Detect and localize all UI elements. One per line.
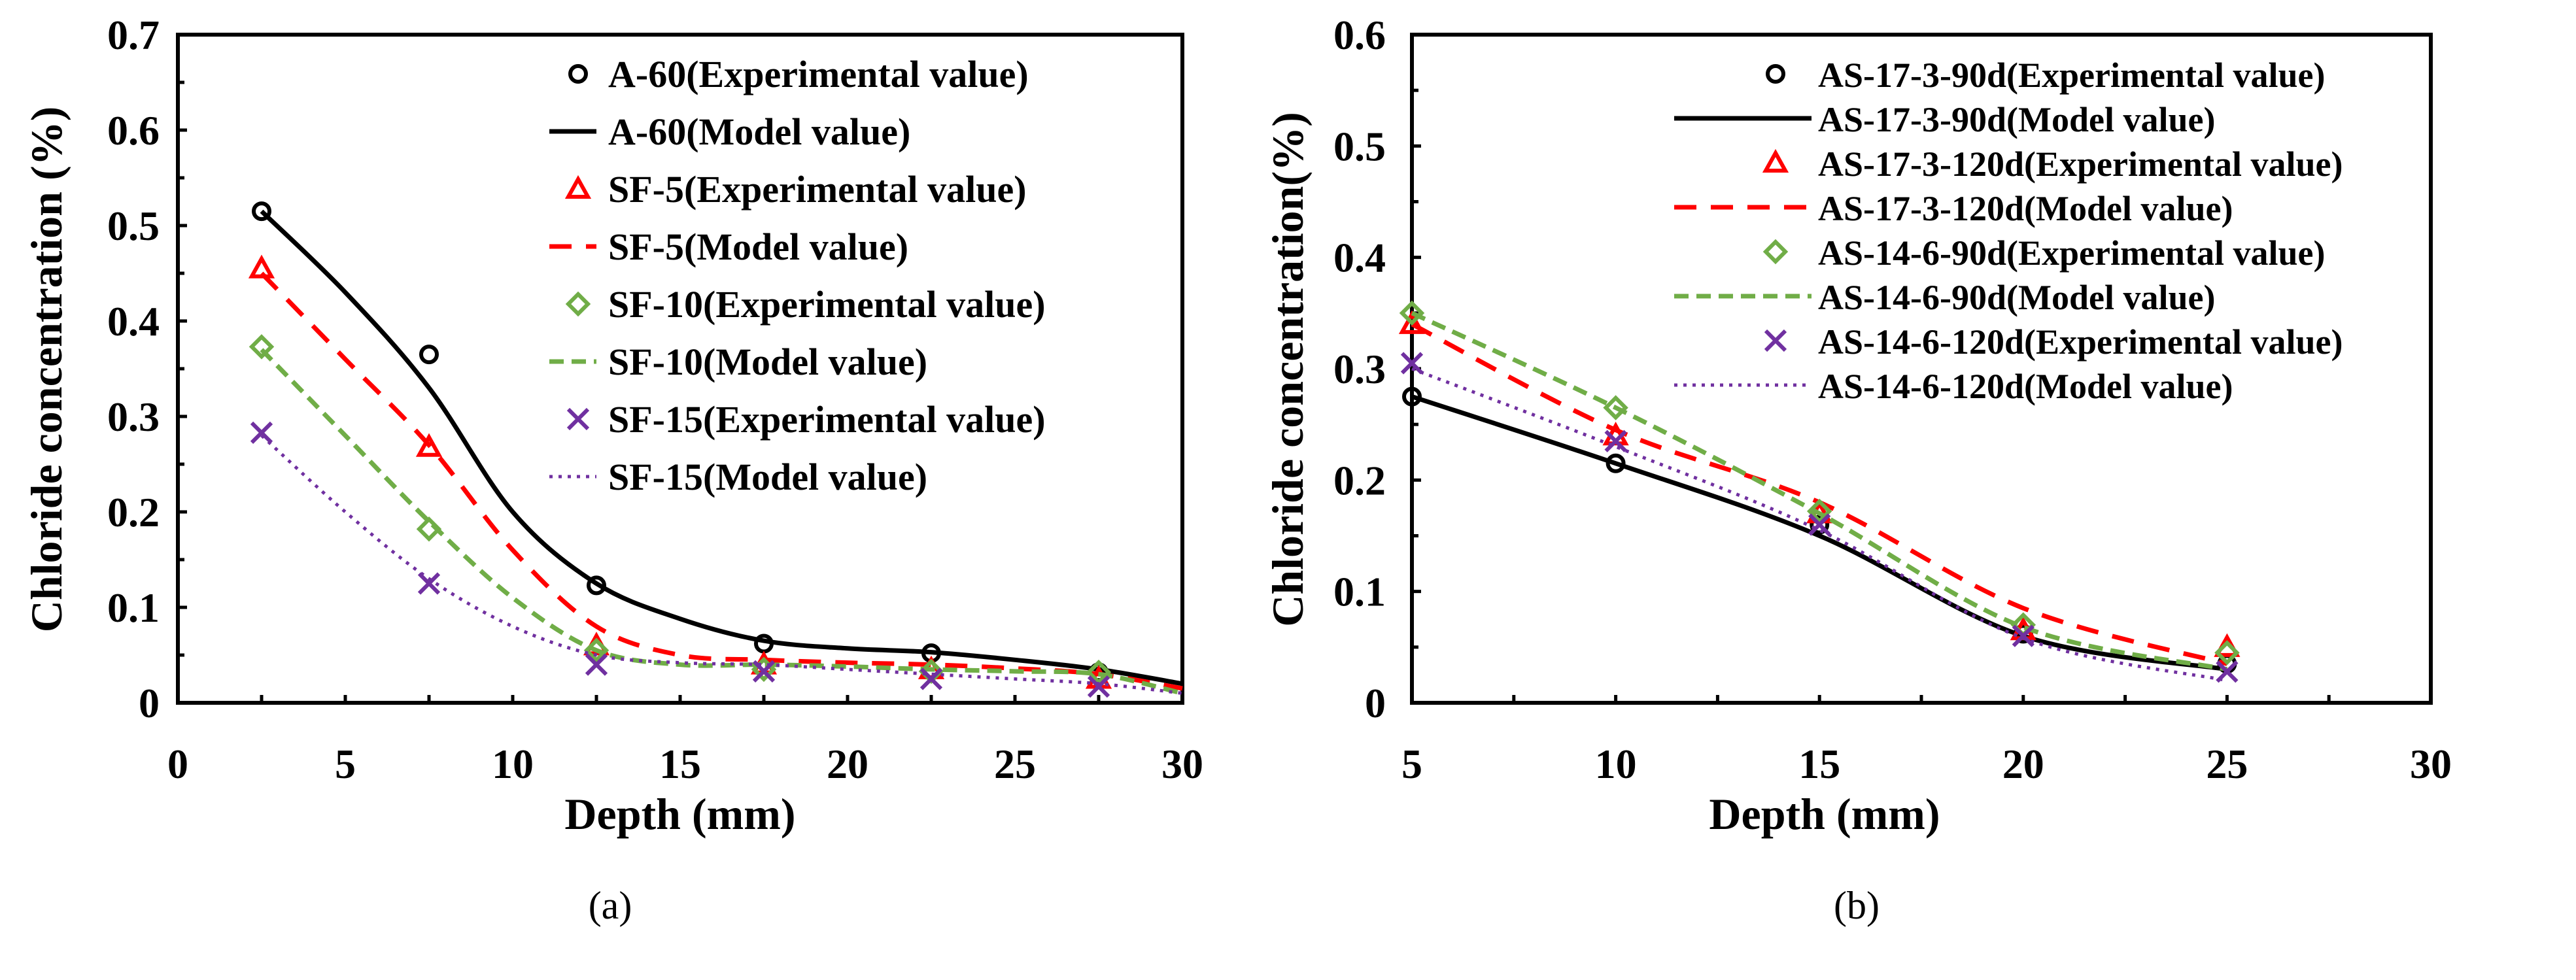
legend-label: AS-14-6-120d(Experimental value) [1818, 322, 2343, 362]
x-tick-label: 10 [1595, 741, 1637, 787]
model-line [260, 209, 1183, 686]
legend-label: A-60(Model value) [608, 110, 910, 153]
x-tick-label: 15 [1798, 741, 1840, 787]
series-as-14-6-90d-model-value- [1411, 311, 2228, 672]
x-tick-label: 25 [2206, 741, 2248, 787]
data-point [1808, 513, 1831, 536]
legend-marker [1764, 329, 1787, 352]
data-point [252, 201, 271, 222]
x-tick-label: 0 [167, 741, 188, 787]
series-as-17-3-120d-experimental-value- [1398, 310, 2241, 657]
legend-label: SF-10(Model value) [608, 341, 927, 383]
x-tick-label: 20 [827, 741, 868, 787]
data-point [415, 433, 443, 457]
series-sf-5-model-value- [260, 271, 1183, 691]
legend-label: AS-14-6-120d(Model value) [1818, 367, 2233, 406]
x-tick-label: 5 [1401, 741, 1422, 787]
y-tick-label: 0.1 [107, 584, 160, 631]
data-point [419, 345, 439, 365]
legend-marker [1762, 239, 1789, 265]
model-line [260, 348, 1183, 696]
x-tick-label: 15 [659, 741, 701, 787]
series-a-60-experimental-value- [252, 201, 1108, 683]
series-a-60-model-value- [260, 209, 1183, 686]
legend-marker [566, 407, 590, 431]
y-tick-label: 0.2 [1333, 457, 1386, 503]
y-tick-label: 0.5 [1333, 123, 1386, 169]
data-point [417, 572, 441, 595]
chart-a: 0 0.1 0.2 0.3 0.4 0.5 0.6 0.7 0 5 10 15 20 25 30 Depth … [22, 12, 1203, 927]
legend-marker [1766, 64, 1785, 84]
data-point [250, 421, 273, 444]
data-point [587, 575, 606, 596]
model-line [1411, 367, 2227, 683]
y-tick-label: 0 [139, 680, 160, 726]
data-point [2214, 640, 2240, 666]
x-axis-title: Depth (mm) [564, 789, 795, 839]
y-tick-label: 0.1 [1333, 569, 1386, 615]
subfigure-caption: (a) [589, 884, 632, 927]
data-point [1604, 430, 1627, 452]
legend-marker [1762, 148, 1789, 173]
y-tick-label: 0.6 [1333, 12, 1386, 58]
series-sf-10-experimental-value- [249, 334, 1112, 685]
y-axis-title: Chloride concentration(%) [1263, 112, 1313, 627]
series-as-14-6-120d-experimental-value- [1400, 352, 2239, 683]
model-line [1411, 394, 2227, 672]
y-tick-label: 0.7 [107, 12, 160, 58]
legend-label: A-60(Experimental value) [608, 53, 1029, 95]
legend-label: SF-10(Experimental value) [608, 283, 1046, 326]
y-axis-title: Chloride concentration (%) [22, 107, 71, 633]
legend-label: AS-17-3-90d(Model value) [1818, 100, 2215, 139]
legend-label: AS-17-3-120d(Experimental value) [1818, 144, 2343, 184]
legend-marker [565, 291, 591, 317]
y-tick-label: 0.6 [107, 107, 160, 154]
data-point [1402, 386, 1422, 407]
x-tick-label: 20 [2002, 741, 2044, 787]
legend-label: AS-14-6-90d(Experimental value) [1818, 233, 2325, 273]
y-tick-label: 0.5 [107, 203, 160, 249]
legend-marker [564, 175, 592, 199]
x-tick-label: 30 [2410, 741, 2452, 787]
legend-marker [568, 64, 588, 84]
x-tick-label: 10 [492, 741, 534, 787]
legend-label: SF-5(Experimental value) [608, 168, 1027, 211]
legend-label: AS-17-3-90d(Experimental value) [1818, 56, 2325, 95]
x-tick-label: 5 [335, 741, 356, 787]
data-point [1810, 515, 1830, 535]
data-point [249, 334, 275, 360]
x-tick-label: 25 [994, 741, 1036, 787]
model-line [1411, 311, 2228, 672]
y-tick-label: 0.2 [107, 489, 160, 535]
data-point [1087, 675, 1110, 698]
y-tick-label: 0 [1365, 680, 1386, 726]
x-axis-title: Depth (mm) [1709, 789, 1940, 839]
data-point [2012, 624, 2035, 647]
legend-label: AS-14-6-90d(Model value) [1818, 278, 2215, 317]
data-point [585, 653, 608, 676]
series-as-17-3-90d-model-value- [1411, 394, 2227, 672]
legend-label: SF-15(Experimental value) [608, 398, 1046, 441]
data-point [1603, 395, 1628, 420]
y-tick-label: 0.4 [1333, 235, 1386, 281]
series-as-17-3-90d-experimental-value- [1402, 386, 2237, 674]
y-tick-label: 0.4 [107, 298, 160, 345]
y-tick-label: 0.3 [107, 394, 160, 440]
series-as-14-6-120d-model-value- [1411, 367, 2227, 683]
data-point [1399, 300, 1425, 326]
legend-label: SF-15(Model value) [608, 456, 927, 498]
y-tick-label: 0.3 [1333, 346, 1386, 392]
model-line [260, 271, 1183, 691]
legend-label: AS-17-3-120d(Model value) [1818, 189, 2233, 228]
data-point [1086, 660, 1112, 685]
data-point [1606, 453, 1626, 473]
data-point [1398, 310, 1426, 334]
legend-label: SF-5(Model value) [608, 226, 908, 268]
chart-b: 0 0.1 0.2 0.3 0.4 0.5 0.6 5 10 15 20 25 30 Depth (mm)… [1263, 12, 2452, 927]
x-tick-label: 30 [1161, 741, 1203, 787]
subfigure-caption: (b) [1834, 884, 1880, 927]
series-sf-10-model-value- [260, 348, 1183, 696]
data-point [1400, 352, 1424, 375]
